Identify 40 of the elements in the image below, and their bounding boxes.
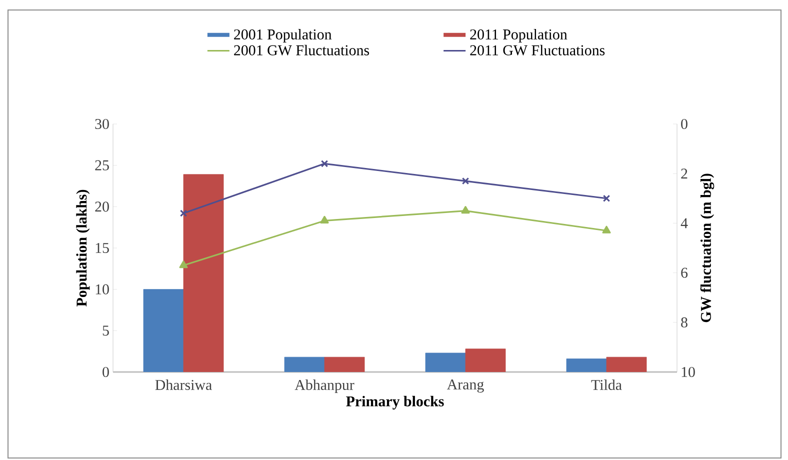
y-tick-label: 10 xyxy=(96,284,109,294)
y-tick-label: 15 xyxy=(96,242,109,253)
y-tick-label: 5 xyxy=(102,326,109,336)
x-tick-label: Arang xyxy=(446,380,484,393)
y2-axis-title: GW fluctuation (m bgl) xyxy=(700,174,714,322)
point xyxy=(320,160,328,168)
point xyxy=(602,226,611,234)
point xyxy=(180,210,188,217)
legend-label: 2001 GW Fluctuations xyxy=(234,44,370,56)
point xyxy=(602,194,610,202)
point xyxy=(462,177,470,185)
y2-tick-label: 6 xyxy=(681,268,688,278)
x-tick-label: Tilda xyxy=(591,380,622,390)
y-tick-label: 30 xyxy=(95,118,109,130)
y2-tick-label: 10 xyxy=(682,366,695,378)
x-tick-label: Abhanpur xyxy=(294,380,354,394)
y-axis-title: Population (lakhs) xyxy=(76,190,90,306)
bar xyxy=(183,174,224,372)
x-axis-title: Primary blocks xyxy=(346,396,444,410)
y-tick-label: 25 xyxy=(95,160,109,170)
bar xyxy=(324,356,365,372)
y-tick-label: 0 xyxy=(102,366,109,378)
point xyxy=(461,206,470,214)
bar xyxy=(143,289,184,372)
legend-label: 2001 Population xyxy=(234,28,332,43)
point xyxy=(179,260,188,268)
y2-tick-label: 8 xyxy=(681,317,688,328)
y-tick-label: 20 xyxy=(95,202,109,212)
legend-label: 2011 Population xyxy=(470,28,568,43)
legend-label: 2011 GW Fluctuations xyxy=(470,44,605,56)
point xyxy=(320,216,329,224)
bar xyxy=(284,356,325,372)
y2-tick-label: 4 xyxy=(680,218,688,228)
bar xyxy=(606,356,647,372)
y2-tick-label: 0 xyxy=(681,118,688,130)
bar xyxy=(465,348,506,372)
bar xyxy=(425,352,466,372)
y2-tick-label: 2 xyxy=(681,168,688,179)
bar xyxy=(566,358,607,372)
x-tick-label: Dharsiwa xyxy=(155,380,212,390)
